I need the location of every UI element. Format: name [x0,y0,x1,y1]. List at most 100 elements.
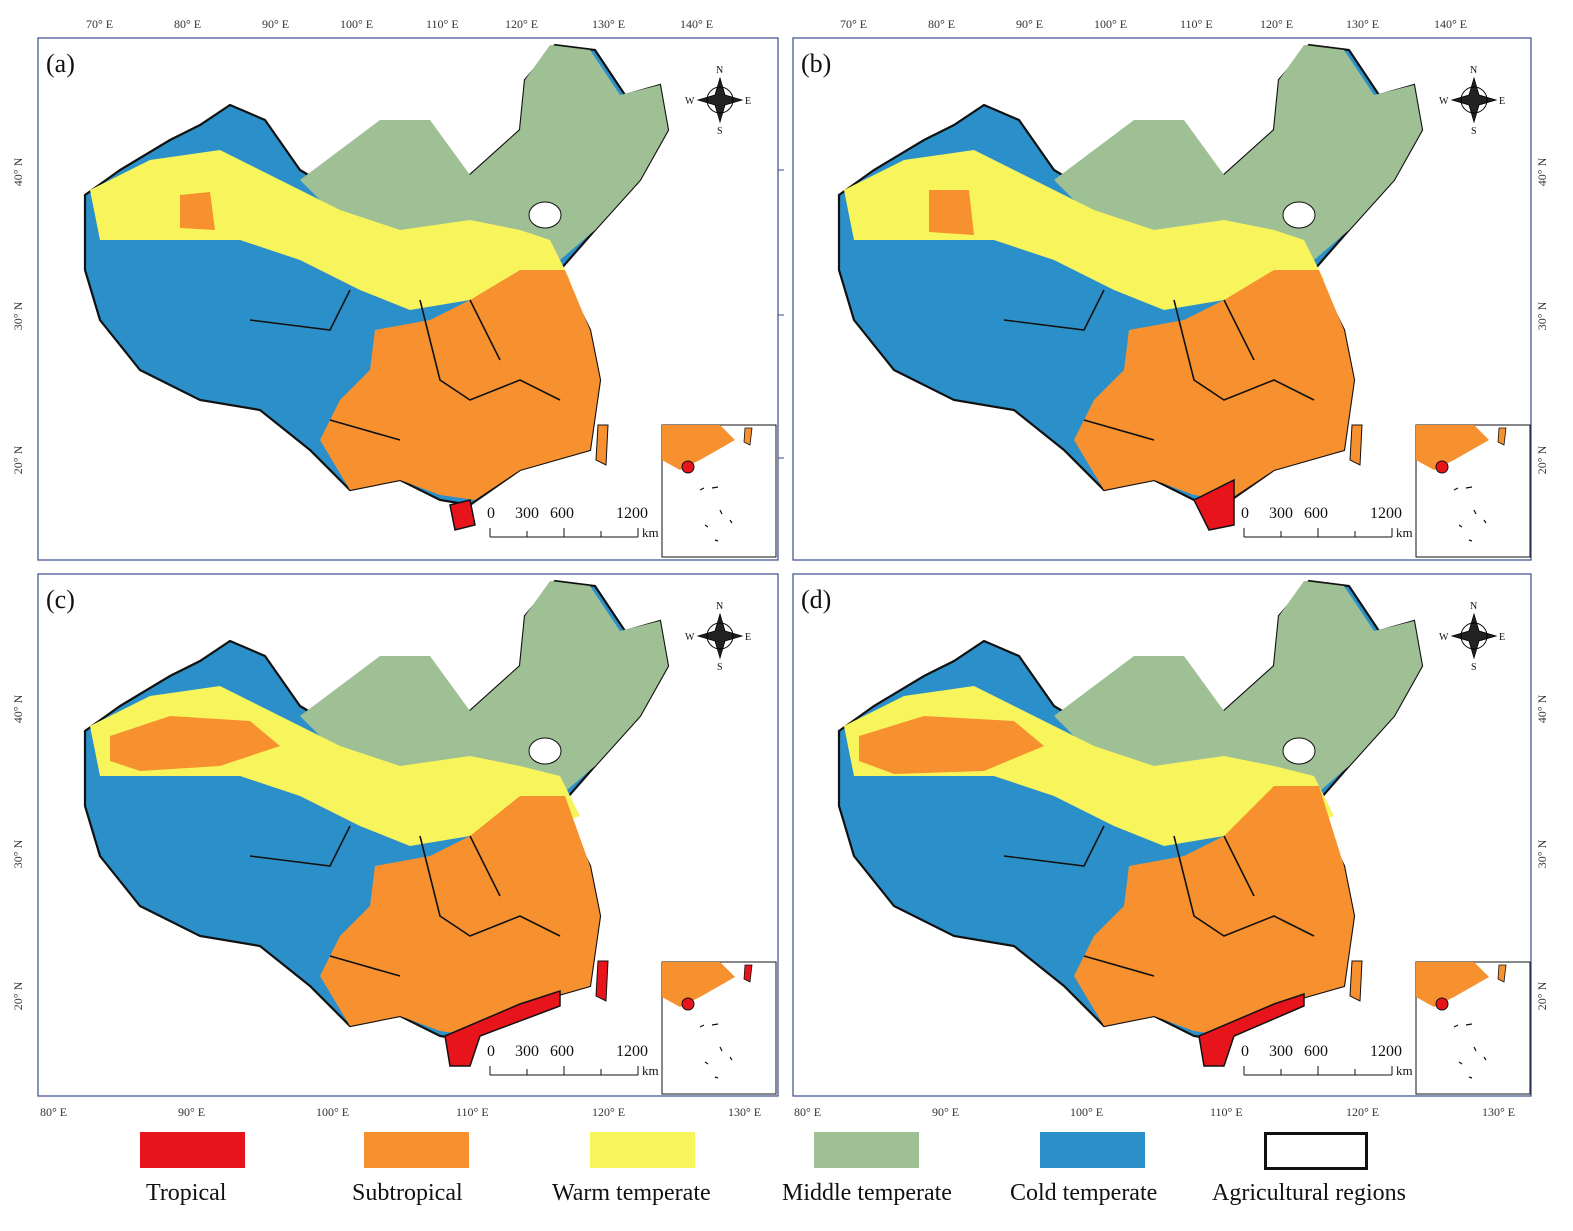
scale-tick: 0 [487,1043,495,1060]
scale-unit: km [642,1063,659,1078]
scale-tick: 1200 [1370,505,1402,522]
bottom-axis-labels: 80° E 90° E 100° E 110° E 120° E 130° E [794,1105,1515,1119]
map-frame [37,573,779,1097]
scale-unit: km [642,525,659,540]
compass-s: S [717,126,723,137]
south-china-sea-inset [661,424,777,558]
warm-temperate-zone [90,150,570,310]
island [1349,424,1363,466]
compass-e: E [1499,632,1505,643]
top-axis-labels: 70° E 80° E 90° E 100° E 110° E 120° E 1… [840,17,1467,31]
top-axis-label: 100° E [340,17,373,31]
scale-tick: 300 [515,505,539,522]
scale-tick: 600 [1304,1043,1328,1060]
south-china-sea-inset [1415,424,1531,558]
lat-label: 20° N [1535,445,1549,474]
scale-tick: 300 [1269,1043,1293,1060]
map-panel-b: 70° E 80° E 90° E 100° E 110° E 120° E 1… [786,0,1573,566]
scale-tick: 0 [1241,1043,1249,1060]
panel-label-d: (d) [801,585,831,614]
agricultural-region-boundaries [249,289,561,441]
compass-w: W [1439,96,1449,107]
lat-labels: 40° N 30° N 20° N [11,157,25,474]
scale-unit: km [1396,1063,1413,1078]
agricultural-region-boundaries [1003,289,1315,441]
map-svg-d: 40° N 30° N 20° N N S E W 0 300 600 [792,573,1549,1119]
middle-temperate-zone [300,45,668,260]
bottom-axis-label: 130° E [728,1105,761,1119]
lat-label: 40° N [11,694,25,723]
lat-label: 20° N [11,445,25,474]
subtropical-patch [859,716,1044,774]
scale-bar: 0 300 600 1200 km [487,1043,659,1078]
top-axis-label: 120° E [505,17,538,31]
map-panel-d: 40° N 30° N 20° N N S E W 0 300 600 [786,566,1573,1124]
panel-label-c: (c) [46,585,75,614]
china-climate-map [837,579,1424,1067]
bottom-axis-label: 90° E [178,1105,205,1119]
tropical-zone [1192,478,1235,531]
scale-tick: 300 [1269,505,1293,522]
map-svg-a: 70° E 80° E 90° E 100° E 110° E 120° E 1… [11,17,784,561]
top-axis-label: 100° E [1094,17,1127,31]
scale-tick: 600 [1304,505,1328,522]
bohai-sea [528,201,562,229]
legend-swatch [590,1132,695,1168]
compass-icon: N S E W [685,65,751,137]
subtropical-patch [180,192,215,230]
bohai-sea [1282,201,1316,229]
island [595,960,609,1002]
lat-label: 30° N [11,301,25,330]
compass-n: N [1470,65,1477,76]
top-axis-label: 70° E [840,17,867,31]
subtropical-zone [320,270,600,500]
top-axis-label: 90° E [1016,17,1043,31]
bottom-axis-label: 130° E [1482,1105,1515,1119]
top-axis-label: 110° E [1180,17,1213,31]
subtropical-zone [320,796,600,1036]
bohai-sea [1282,737,1316,765]
island [1349,960,1363,1002]
scale-tick: 600 [550,505,574,522]
legend-swatch [814,1132,919,1168]
bottom-axis-label: 100° E [316,1105,349,1119]
map-panel-c: 40° N 30° N 20° N N S E W 0 300 600 [0,566,786,1124]
scale-tick: 1200 [616,505,648,522]
lat-label: 20° N [11,981,25,1010]
compass-icon: N S E W [1439,601,1505,673]
legend: Tropical Subtropical Warm temperate Midd… [0,1128,1573,1228]
top-axis-label: 80° E [174,17,201,31]
scale-bar: 0 300 600 1200 km [487,505,659,540]
lat-label: 30° N [1535,839,1549,868]
bottom-axis-label: 90° E [932,1105,959,1119]
lat-label: 30° N [11,839,25,868]
china-climate-map [83,43,670,531]
top-axis-label: 130° E [592,17,625,31]
top-axis-label: 120° E [1260,17,1293,31]
bottom-axis-label: 80° E [794,1105,821,1119]
compass-icon: N S E W [685,601,751,673]
compass-s: S [1471,126,1477,137]
bottom-axis-label: 120° E [592,1105,625,1119]
middle-temperate-zone [1054,45,1422,260]
south-china-sea-inset [1415,961,1531,1095]
map-svg-b: 70° E 80° E 90° E 100° E 110° E 120° E 1… [792,17,1549,561]
bottom-axis-label: 80° E [40,1105,67,1119]
lat-label: 30° N [1535,301,1549,330]
middle-temperate-zone [300,581,668,796]
island [595,424,609,466]
scale-bar: 0 300 600 1200 km [1241,1043,1413,1078]
bottom-axis-label: 100° E [1070,1105,1103,1119]
top-axis-label: 70° E [86,17,113,31]
compass-n: N [716,65,723,76]
lat-labels: 40° N 30° N 20° N [11,694,25,1010]
lat-label: 40° N [1535,157,1549,186]
agricultural-region-boundaries [249,825,561,977]
tropical-zone [1198,992,1305,1067]
compass-w: W [1439,632,1449,643]
china-climate-map [837,43,1424,531]
legend-swatch [140,1132,245,1168]
china-climate-map [83,579,670,1067]
lat-label: 40° N [11,157,25,186]
map-frame [37,37,779,561]
